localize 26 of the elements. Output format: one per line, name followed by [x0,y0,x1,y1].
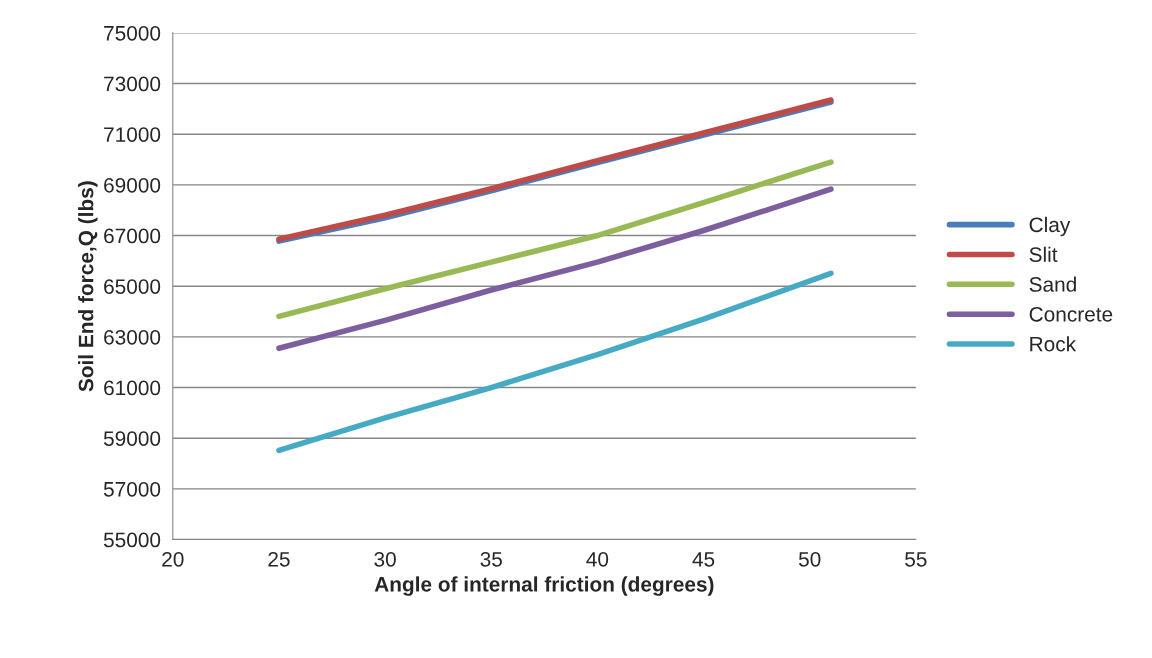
legend-label: Concrete [1029,306,1113,322]
x-tick-label: 45 [692,552,715,567]
y-axis-title: Soil End force,Q (lbs) [78,181,98,392]
y-tick-label: 59000 [103,431,161,446]
y-tick-label: 63000 [104,329,161,345]
legend-label: Rock [1030,336,1077,352]
x-tick-label: 35 [480,551,502,567]
x-tick-label: 40 [586,551,609,567]
legend-label: Sand [1029,276,1076,292]
y-tick-label: 73000 [104,76,161,92]
y-tick-label: 57000 [103,481,161,497]
x-tick-label: 30 [374,551,396,567]
x-tick-label: 50 [798,551,821,567]
y-tick-label: 61000 [104,380,161,396]
y-tick-label: 69000 [104,177,161,193]
x-axis-title: Angle of internal friction (degrees) [374,576,714,596]
y-tick-label: 67000 [104,228,161,244]
y-tick-label: 75000 [104,25,161,41]
x-tick-label: 25 [268,551,290,567]
legend-label: Slit [1029,246,1058,262]
y-tick-label: 71000 [104,127,161,142]
legend-label: Clay [1029,216,1071,237]
x-tick-label: 55 [905,552,927,567]
x-tick-label: 20 [162,551,184,567]
y-tick-label: 65000 [104,279,161,294]
y-tick-label: 55000 [103,532,161,548]
